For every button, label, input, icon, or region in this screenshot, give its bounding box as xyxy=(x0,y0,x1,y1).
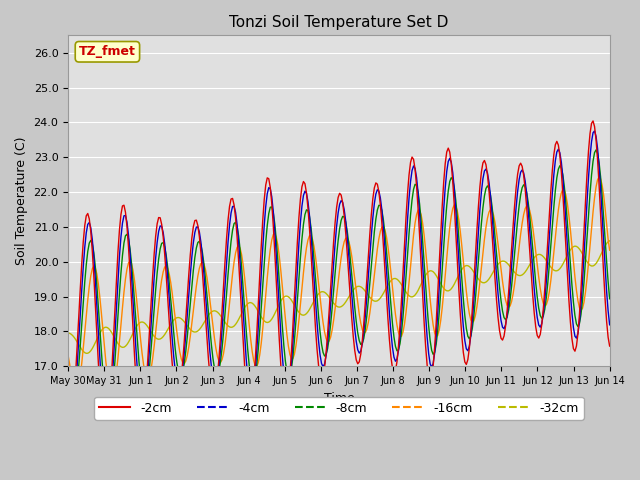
X-axis label: Time: Time xyxy=(323,392,355,405)
Y-axis label: Soil Temperature (C): Soil Temperature (C) xyxy=(15,137,28,265)
Text: TZ_fmet: TZ_fmet xyxy=(79,45,136,58)
Legend: -2cm, -4cm, -8cm, -16cm, -32cm: -2cm, -4cm, -8cm, -16cm, -32cm xyxy=(94,396,584,420)
Title: Tonzi Soil Temperature Set D: Tonzi Soil Temperature Set D xyxy=(229,15,449,30)
